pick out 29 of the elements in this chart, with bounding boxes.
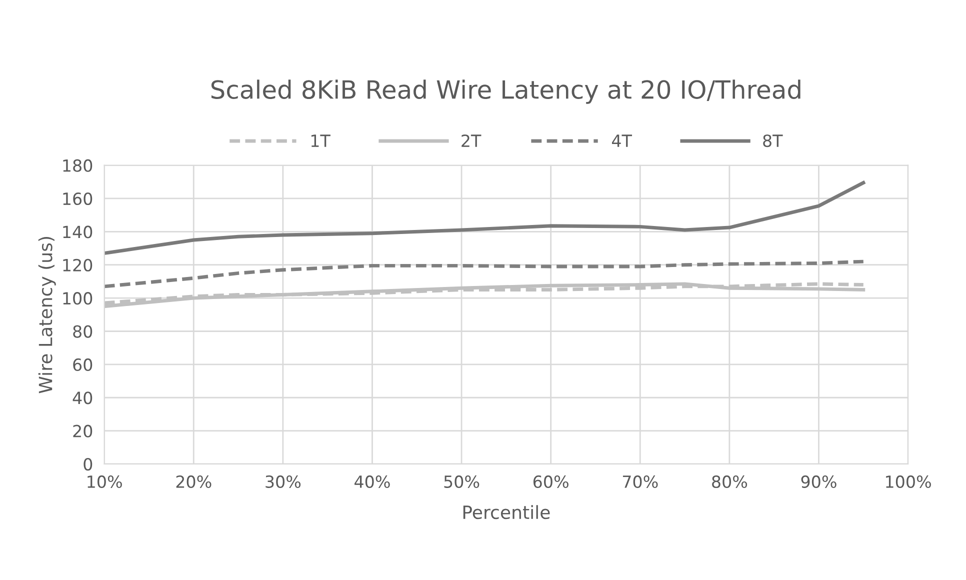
y-tick-label: 60 — [73, 358, 92, 371]
x-tick-label: 40% — [354, 475, 390, 488]
line-series — [104, 260, 866, 288]
y-axis-title: Wire Latency (us) — [38, 237, 56, 394]
y-tick-label: 160 — [63, 192, 92, 206]
legend-label: 1T — [311, 134, 330, 147]
y-tick-label: 40 — [72, 392, 92, 404]
x-tick-label: 10% — [88, 475, 122, 488]
legend-label: 8T — [763, 134, 783, 148]
x-tick-label: 100% — [886, 475, 931, 488]
y-tick-label: 120 — [63, 258, 92, 272]
x-tick-label: 80% — [712, 475, 748, 488]
line-series — [104, 180, 866, 255]
x-tick-label: 70% — [622, 475, 658, 488]
legend-label: 4T — [612, 134, 632, 147]
y-tick-label: 140 — [63, 226, 92, 238]
x-axis-title: Percentile — [463, 505, 550, 520]
x-tick-label: 20% — [176, 475, 212, 488]
x-tick-label: 60% — [533, 475, 568, 488]
x-tick-label: 30% — [266, 475, 301, 488]
legend-label: 2T — [462, 134, 482, 147]
y-tick-label: 20 — [73, 424, 92, 438]
x-tick-label: 90% — [801, 475, 836, 488]
y-tick-label: 100 — [63, 292, 92, 305]
y-tick-label: 0 — [84, 458, 92, 471]
chart-title: Scaled 8KiB Read Wire Latency at 20 IO/Thread — [211, 80, 800, 104]
y-tick-label: 180 — [63, 159, 92, 172]
x-tick-label: 50% — [444, 475, 480, 488]
y-tick-label: 80 — [73, 325, 92, 338]
